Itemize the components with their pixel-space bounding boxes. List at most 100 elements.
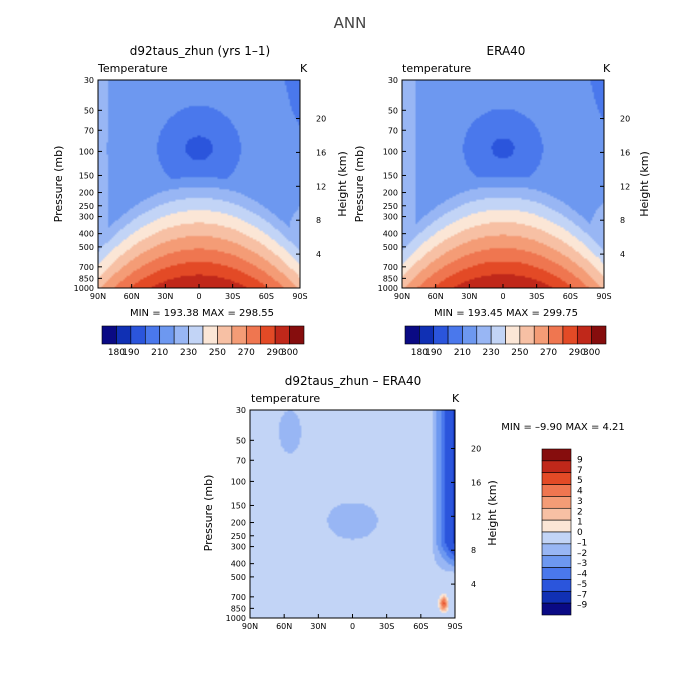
height-tick-label: 16 [316, 148, 326, 157]
colorbar-swatch [541, 579, 572, 592]
y-tick-label: 150 [231, 501, 246, 510]
y-tick-label: 100 [79, 147, 94, 156]
panel-difference: d92taus_zhun – ERA40 temperature K Press… [202, 374, 625, 631]
x-tick-label: 90N [90, 292, 106, 301]
colorbar-swatch [404, 325, 420, 345]
colorbar-swatch [419, 325, 435, 345]
colorbar-swatch [541, 519, 572, 533]
panel-era40-title: ERA40 [487, 44, 526, 58]
colorbar-label: 300 [281, 348, 298, 358]
panel-era40-minmax: MIN = 193.45 MAX = 299.75 [434, 308, 578, 319]
height-tick-label: 20 [620, 115, 630, 124]
colorbar-label: 2 [577, 507, 583, 517]
panel-era40-variable-label: temperature [402, 62, 471, 75]
colorbar-swatch [548, 325, 564, 345]
colorbar-label: –2 [577, 549, 587, 559]
colorbar-swatch [541, 460, 572, 474]
colorbar-swatch [562, 325, 578, 345]
panel-era40-ylabel-right: Height (km) [638, 151, 651, 217]
colorbar-label: 4 [577, 487, 583, 497]
x-tick-label: 30N [157, 292, 173, 301]
colorbar-label: 290 [569, 348, 586, 358]
colorbar-label: –9 [577, 601, 588, 611]
colorbar-label: 9 [577, 455, 583, 465]
y-tick-label: 500 [231, 573, 246, 582]
height-tick-label: 8 [316, 216, 321, 225]
colorbar-swatch [505, 325, 521, 345]
colorbar-swatch [188, 325, 204, 345]
colorbar-label: 270 [238, 348, 255, 358]
colorbar-label: –4 [577, 570, 588, 580]
panel-model: d92taus_zhun (yrs 1–1) Temperature K Pre… [52, 44, 349, 358]
panel-era40-ylabel: Pressure (mb) [353, 146, 366, 223]
colorbar-swatch [541, 496, 572, 509]
colorbar-swatch [289, 325, 305, 345]
colorbar-label: 190 [425, 348, 442, 358]
y-tick-label: 50 [84, 106, 94, 115]
colorbar-label: 5 [577, 476, 583, 486]
colorbar-swatch [541, 567, 572, 580]
height-tick-label: 8 [620, 216, 625, 225]
x-tick-label: 0 [350, 622, 355, 631]
contour-field [402, 80, 604, 288]
y-tick-label: 1000 [378, 284, 398, 293]
colorbar-swatch [490, 325, 506, 345]
x-tick-label: 30N [310, 622, 326, 631]
colorbar-label: 230 [483, 348, 500, 358]
y-tick-label: 50 [236, 436, 246, 445]
height-tick-label: 12 [316, 182, 326, 191]
panel-model-ylabel-right: Height (km) [336, 151, 349, 217]
y-tick-label: 700 [383, 263, 398, 272]
panel-difference-units: K [452, 392, 460, 405]
colorbar-label: 230 [180, 348, 197, 358]
colorbar-swatch [159, 325, 175, 345]
x-tick-label: 60N [276, 622, 292, 631]
colorbar-swatch [274, 325, 290, 345]
y-tick-label: 30 [388, 76, 398, 85]
panel-difference-ylabel: Pressure (mb) [202, 475, 215, 552]
x-tick-label: 90N [242, 622, 258, 631]
x-tick-label: 90S [596, 292, 611, 301]
colorbar-swatch [101, 325, 117, 345]
x-tick-label: 60S [563, 292, 578, 301]
y-tick-label: 70 [84, 126, 94, 135]
colorbar-label: 210 [151, 348, 168, 358]
x-tick-label: 60S [259, 292, 274, 301]
colorbar-label: 190 [122, 348, 139, 358]
y-tick-label: 50 [388, 106, 398, 115]
colorbar-swatch [260, 325, 276, 345]
height-tick-label: 8 [471, 546, 476, 555]
y-tick-label: 400 [79, 230, 94, 239]
colorbar-label: 300 [583, 348, 600, 358]
colorbar-swatch [231, 325, 247, 345]
colorbar-swatch [476, 325, 492, 345]
colorbar-swatch [541, 448, 572, 462]
y-tick-label: 300 [383, 213, 398, 222]
colorbar-swatch [433, 325, 449, 345]
panel-model-ylabel: Pressure (mb) [52, 146, 65, 223]
y-tick-label: 400 [231, 560, 246, 569]
y-tick-label: 200 [383, 189, 398, 198]
panel-model-minmax: MIN = 193.38 MAX = 298.55 [130, 308, 274, 319]
colorbar-label: 250 [209, 348, 226, 358]
x-tick-label: 30N [461, 292, 477, 301]
colorbar-label: 180 [411, 348, 428, 358]
contour-field [250, 410, 455, 618]
x-tick-label: 30S [225, 292, 240, 301]
x-tick-label: 60S [413, 622, 428, 631]
colorbar-swatch [173, 325, 189, 345]
x-tick-label: 0 [500, 292, 505, 301]
height-tick-label: 16 [620, 148, 630, 157]
height-tick-label: 12 [620, 182, 630, 191]
y-tick-label: 850 [383, 274, 398, 283]
panel-difference-minmax: MIN = –9.90 MAX = 4.21 [501, 422, 625, 433]
panel-era40: ERA40 temperature K Pressure (mb) Height… [353, 44, 651, 358]
panel-model-plot: 90N 60N 30N 0 30S 60S 90S 30 50 70 100 150 200 250 300… [74, 76, 327, 301]
y-tick-label: 1000 [74, 284, 94, 293]
colorbar-swatch [541, 590, 572, 604]
panel-model-units: K [300, 62, 308, 75]
colorbar-swatch [447, 325, 463, 345]
y-tick-label: 850 [79, 274, 94, 283]
